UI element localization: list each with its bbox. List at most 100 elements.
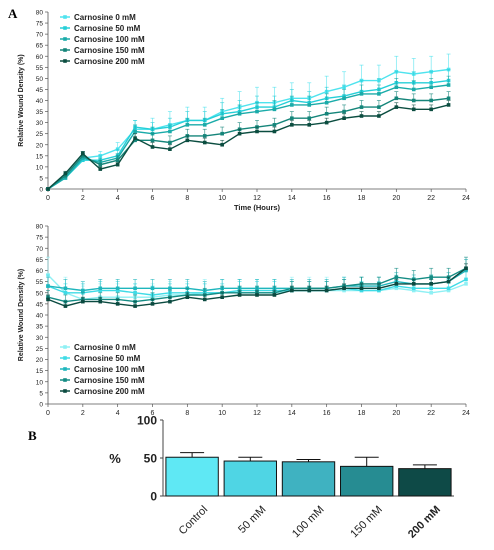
data-point [411,87,416,92]
y-tick-label: 20 [36,357,44,364]
data-point [133,286,137,291]
data-point [464,277,468,282]
data-point [185,295,190,299]
data-point [255,293,259,297]
y-tick-label: 45 [36,87,44,94]
data-point [81,158,85,163]
legend-marker [63,356,67,360]
data-point [272,129,277,134]
data-point [220,295,224,299]
x-tick-label: 12 [253,410,261,417]
legend-marker [63,389,67,393]
y-tick-label: 45 [36,301,44,308]
data-point [98,286,103,291]
x-tick-label: 4 [116,410,120,417]
y-tick-label: 40 [36,313,44,320]
data-point [429,275,433,279]
data-point [377,114,381,118]
y-tick-label: 50 [144,452,158,466]
y-tick-label: 25 [36,346,44,353]
data-point [290,103,294,107]
data-point [81,288,85,293]
data-point [324,288,329,293]
panel-b-label: B [28,428,37,443]
data-point [307,103,312,107]
data-point [255,129,259,134]
x-tick-label: 2 [81,410,85,417]
y-tick-label: 35 [36,324,44,331]
data-point [342,109,346,114]
legend-marker [63,367,67,371]
data-point [429,290,433,295]
data-point [115,302,120,306]
x-tick-label: 0 [46,195,50,202]
bar [223,460,277,497]
data-point [81,156,85,160]
data-point [464,266,468,271]
legend-label: Carnosine 0 mM [74,13,136,22]
y-axis-label: Relative Wound Density (%) [18,54,25,146]
data-point [81,154,85,158]
y-tick-label: 15 [36,368,44,375]
panel-a-label: A [8,6,18,21]
data-point [307,288,312,293]
x-tick-label: 14 [288,410,296,417]
data-point [429,98,433,103]
x-tick-label: 16 [323,195,331,202]
legend-marker [63,26,67,30]
data-point [324,100,329,105]
data-point [133,304,137,308]
data-point [429,282,433,286]
bar-chart-2: 0 50 100% Control 50 mM 100 mM 150 mM 200 mM [109,414,454,541]
data-point [202,140,207,145]
data-point [342,116,346,120]
legend-marker [63,59,67,63]
data-point [168,129,172,134]
data-point [98,162,103,167]
x-tick-label: 24 [462,195,470,202]
y-tick-label: 10 [36,379,44,386]
data-point [81,151,85,156]
series-4 [46,100,451,191]
y-tick-label: 50 [36,76,44,83]
data-point [429,85,433,90]
x-tick-label: 10 [218,195,226,202]
data-point [394,275,399,279]
data-point [411,107,416,112]
y-tick-label: 75 [36,21,44,28]
y-tick-label: 65 [36,257,44,264]
data-point [63,290,68,295]
y-tick-label: 60 [36,54,44,61]
y-tick-label: 50 [36,290,44,297]
data-point [429,107,433,112]
data-point [115,158,120,163]
data-point [150,138,155,143]
legend-marker [63,48,67,52]
y-tick-label: 100 [137,414,157,428]
y-tick-label: 60 [36,268,44,275]
data-point [63,286,68,291]
x-tick-label: 10 [218,410,226,417]
bar [340,465,394,497]
data-point [115,286,120,291]
data-point [220,116,224,120]
legend-marker [63,345,67,349]
data-point [411,286,416,291]
data-point [63,171,68,176]
data-point [446,103,451,107]
data-point [359,114,364,118]
data-point [464,282,468,286]
legend-label: Carnosine 200 mM [74,57,145,66]
data-point [133,129,137,134]
data-point [220,142,224,147]
data-point [46,187,50,191]
data-point [446,279,451,284]
data-point [307,123,312,127]
y-tick-label: 20 [36,142,44,149]
data-point [446,286,451,291]
legend: Carnosine 0 mM Carnosine 50 mM Carnosine 1… [60,343,145,396]
data-point [377,288,381,293]
data-point [185,123,190,127]
data-point [272,293,277,297]
x-tick-label: 22 [427,195,435,202]
